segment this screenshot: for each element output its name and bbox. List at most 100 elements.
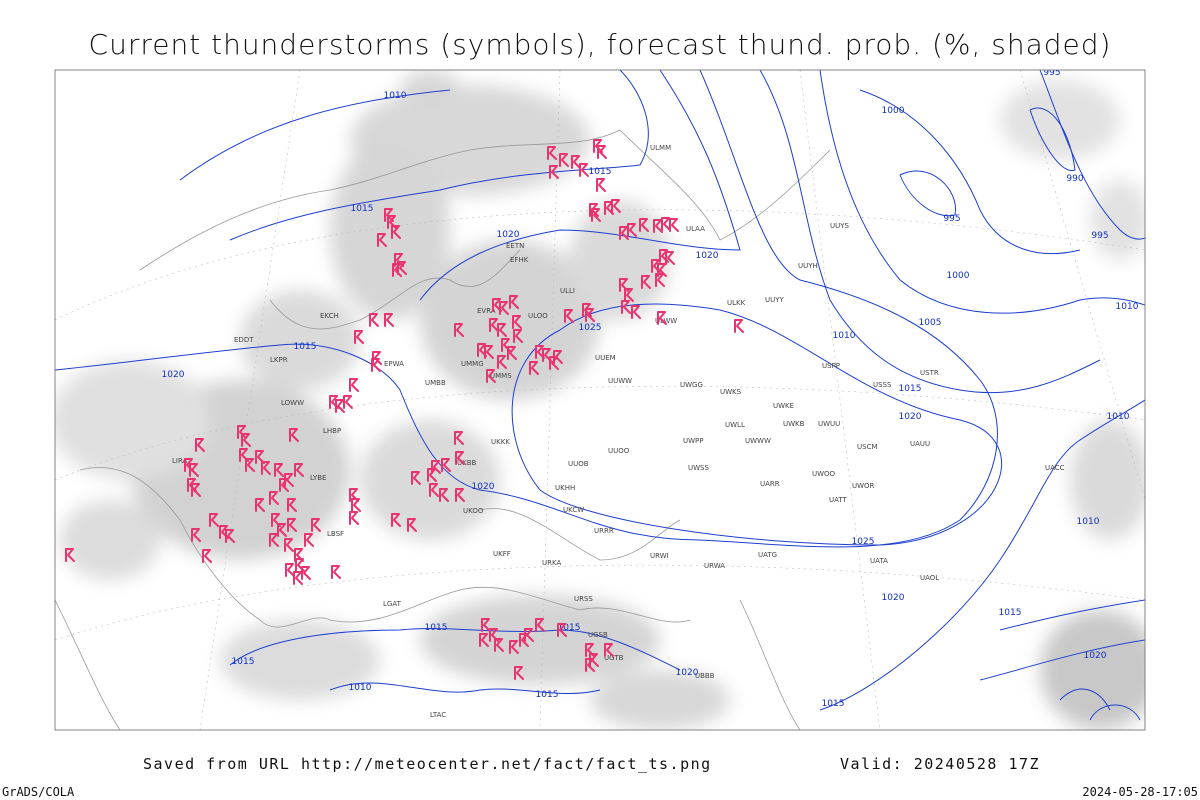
station-label: URSS xyxy=(574,595,593,603)
station-label: UMBB xyxy=(425,379,446,387)
thunderstorm-symbol xyxy=(202,549,212,563)
thunderstorm-symbol xyxy=(571,155,581,169)
thunderstorm-symbol xyxy=(343,395,353,409)
station-label: ULOO xyxy=(528,312,548,320)
thunderstorm-symbol xyxy=(454,431,464,445)
station-label: UATT xyxy=(829,496,848,504)
thunderstorm-symbol xyxy=(507,346,517,360)
thunderstorm-symbol xyxy=(397,261,407,275)
station-label: URWA xyxy=(704,562,725,570)
thunderstorm-symbol xyxy=(294,463,304,477)
station-label: USSS xyxy=(873,381,892,389)
thunderstorm-symbol xyxy=(329,395,339,409)
thunderstorm-symbol xyxy=(631,305,641,319)
isobar-label: 1015 xyxy=(999,608,1022,618)
station-label: EDDT xyxy=(234,336,254,344)
thunderstorm-symbol xyxy=(455,451,465,465)
station-label: LTAC xyxy=(430,711,446,719)
thunderstorm-symbol xyxy=(542,348,552,362)
thunderstorm-symbol xyxy=(269,533,279,547)
thunderstorm-symbol xyxy=(509,640,519,654)
isobar-label: 1010 xyxy=(1116,302,1139,312)
station-label: EVRA xyxy=(477,307,496,315)
thunderstorm-symbol xyxy=(219,525,229,539)
thunderstorm-symbol xyxy=(371,358,381,372)
station-label: USTR xyxy=(920,369,939,377)
thunderstorm-symbol xyxy=(195,438,205,452)
isobar-label: 1020 xyxy=(899,412,922,422)
station-label: UUOB xyxy=(568,460,589,468)
thunderstorm-symbol xyxy=(611,199,621,213)
station-label: UACC xyxy=(1045,464,1065,472)
thunderstorm-symbol xyxy=(349,511,359,525)
thunderstorm-symbol xyxy=(454,323,464,337)
thunderstorm-symbol xyxy=(407,518,417,532)
source-url: Saved from URL http://meteocenter.net/fa… xyxy=(143,755,712,773)
thunderstorm-symbol xyxy=(455,488,465,502)
isobar-label: 1015 xyxy=(294,342,317,352)
isobar-label: 1010 xyxy=(349,683,372,693)
thunderstorm-symbol xyxy=(429,483,439,497)
thunderstorm-symbols xyxy=(65,139,744,680)
thunderstorm-symbol xyxy=(285,563,295,577)
isobar-label: 1000 xyxy=(947,271,970,281)
thunderstorm-symbol xyxy=(289,428,299,442)
thunderstorm-symbol xyxy=(284,473,294,487)
graticule xyxy=(55,70,1145,730)
thunderstorm-symbol xyxy=(651,259,661,273)
isobar-label: 1010 xyxy=(384,91,407,101)
thunderstorm-symbol xyxy=(239,448,249,462)
thunderstorm-symbol xyxy=(627,223,637,237)
station-label: UARR xyxy=(760,480,780,488)
isobar-label: 1015 xyxy=(589,167,612,177)
thunderstorm-symbol xyxy=(431,460,441,474)
thunderstorm-symbol xyxy=(189,463,199,477)
station-label: UMMG xyxy=(461,360,484,368)
thunderstorm-symbol xyxy=(514,666,524,680)
thunderstorm-symbol xyxy=(411,471,421,485)
thunderstorm-symbol xyxy=(501,338,511,352)
isobar-label: 1015 xyxy=(232,657,255,667)
thunderstorm-symbol xyxy=(191,528,201,542)
probability-shading xyxy=(55,70,1145,730)
thunderstorm-symbol xyxy=(65,548,75,562)
thunderstorm-symbol xyxy=(535,618,545,632)
station-label: UKBB xyxy=(457,459,477,467)
isobar-label: 1020 xyxy=(676,668,699,678)
thunderstorm-symbol xyxy=(481,618,491,632)
thunderstorm-symbol xyxy=(295,558,305,572)
isobar-label: 1015 xyxy=(425,623,448,633)
isobar-label: 1020 xyxy=(162,370,185,380)
thunderstorm-symbol xyxy=(579,163,589,177)
thunderstorm-symbol xyxy=(665,251,675,265)
thunderstorm-symbol xyxy=(484,345,494,359)
isobar-label: 1015 xyxy=(351,204,374,214)
station-label: USPP xyxy=(822,362,840,370)
thunderstorm-symbol xyxy=(547,146,557,160)
thunderstorm-symbol xyxy=(657,311,667,325)
thunderstorm-symbol xyxy=(331,565,341,579)
station-label: UUWW xyxy=(608,377,632,385)
thunderstorm-symbol xyxy=(191,483,201,497)
station-label: UATG xyxy=(758,551,777,559)
station-label: UWKS xyxy=(720,388,742,396)
thunderstorm-symbol xyxy=(669,218,679,232)
station-label: UGSB xyxy=(588,631,608,639)
station-label: LKPR xyxy=(270,356,288,364)
thunderstorm-symbol xyxy=(377,233,387,247)
station-label: EETN xyxy=(506,242,524,250)
thunderstorm-symbol xyxy=(301,566,311,580)
thunderstorm-symbol xyxy=(261,461,271,475)
thunderstorm-symbol xyxy=(391,225,401,239)
station-label: LOWW xyxy=(281,399,304,407)
isobar-label: 995 xyxy=(943,214,960,224)
thunderstorm-symbol xyxy=(311,518,321,532)
title: Current thunderstorms (symbols), forecas… xyxy=(89,28,1112,61)
thunderstorm-symbol xyxy=(225,529,235,543)
thunderstorm-symbol xyxy=(486,369,496,383)
thunderstorm-symbol xyxy=(387,215,397,229)
station-label: UWUU xyxy=(818,420,840,428)
station-label: UUYS xyxy=(830,222,850,230)
isobars xyxy=(55,70,1145,721)
thunderstorm-symbol xyxy=(557,623,567,637)
